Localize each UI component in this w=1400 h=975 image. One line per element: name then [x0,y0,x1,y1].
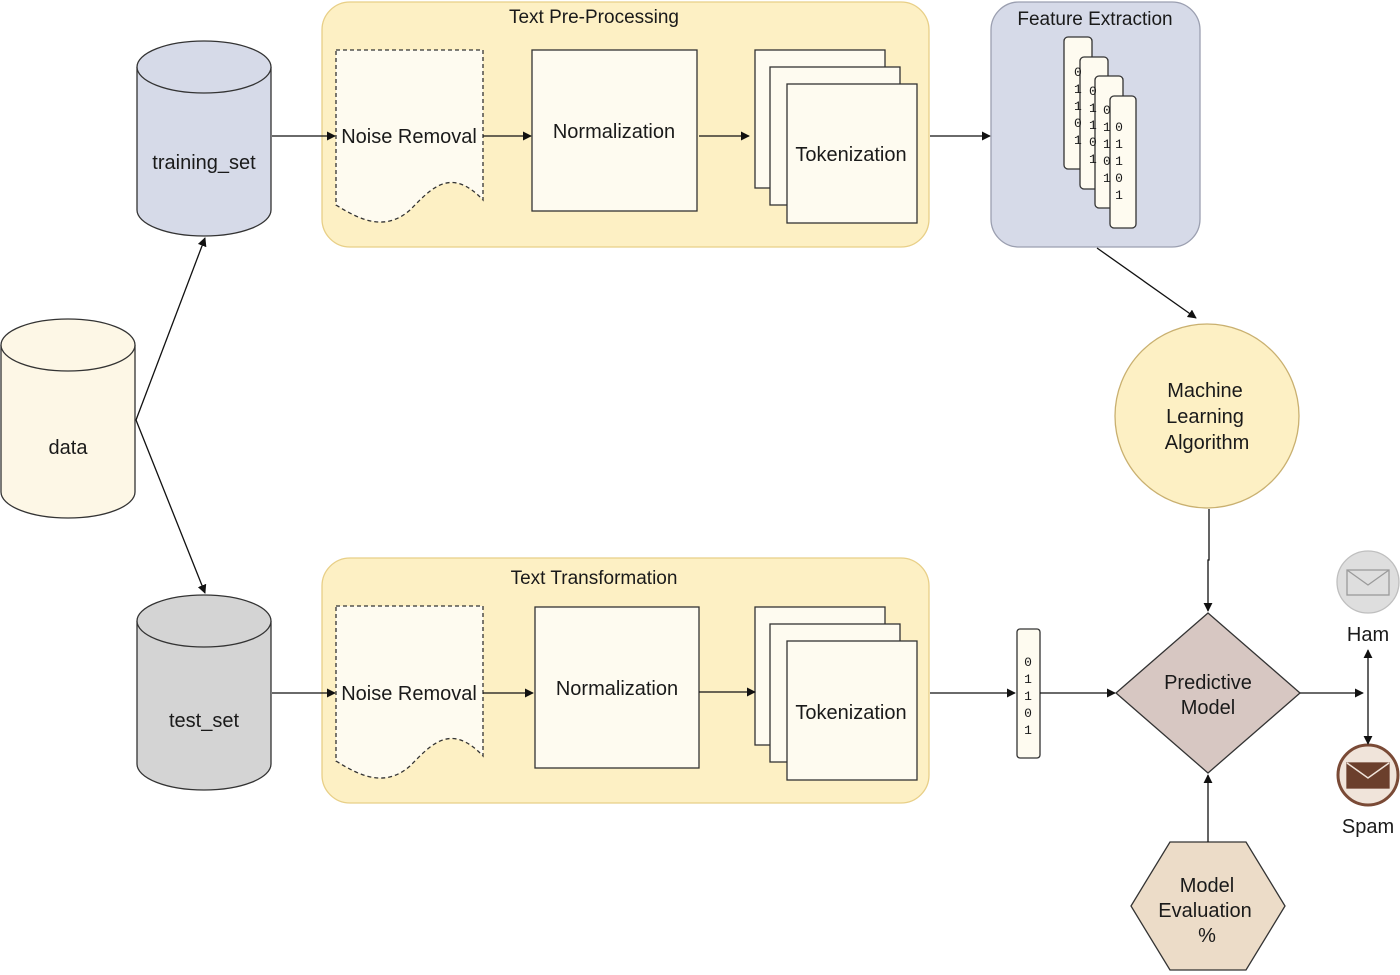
test-set-cylinder: test_set [136,594,272,791]
feature-vector-bit: 0 [1089,84,1097,99]
feature-vector-bit: 1 [1074,99,1082,114]
tokenization-top: Tokenization [754,49,918,224]
feature-vector-bit: 1 [1089,152,1097,167]
test-vector-bit: 1 [1024,689,1032,704]
predictive-model-node: Predictive Model [1115,612,1301,774]
tokenization-label: Tokenization [795,144,906,166]
normalization-label: Normalization [553,121,675,143]
tokenization-bottom: Tokenization [754,606,918,781]
noise-removal-top: Noise Removal [335,49,484,223]
feature-vector-bit: 0 [1115,120,1123,135]
feature-vector-bit: 1 [1103,171,1111,186]
normalization-top: Normalization [531,49,698,212]
test-vector-bit: 0 [1024,706,1032,721]
test-vector-icon: 0 1 1 0 1 [1016,628,1041,759]
feature-vector-bit: 0 [1103,154,1111,169]
envelope-icon [1346,569,1390,596]
feature-vector-bit: 0 [1103,103,1111,118]
ml-algorithm-label-line3: Algorithm [1165,432,1249,454]
training-set-cylinder: training_set [136,40,272,237]
ml-algorithm-label-line1: Machine [1167,380,1243,402]
ml-algorithm-label-line2: Learning [1166,406,1244,428]
noise-removal-bottom: Noise Removal [335,605,484,779]
feature-vector-bit: 1 [1103,120,1111,135]
model-evaluation-label-line1: Model [1180,875,1234,897]
tokenization-label: Tokenization [795,702,906,724]
feature-vector-bit: 0 [1074,65,1082,80]
feature-vector-bit: 0 [1115,171,1123,186]
feature-vector-bit: 1 [1089,101,1097,116]
arrow-data-to-training [135,237,207,421]
noise-removal-label: Noise Removal [341,683,477,705]
feature-vector-bit: 1 [1103,137,1111,152]
feature-vector-bit: 1 [1089,118,1097,133]
arrow-ml-to-predictive [1203,509,1213,612]
envelope-icon [1346,762,1390,789]
data-cylinder: data [0,318,136,519]
test-set-label: test_set [169,710,239,732]
model-evaluation-node: Model Evaluation % [1130,841,1286,971]
feature-vector-bit: 1 [1115,154,1123,169]
noise-removal-label: Noise Removal [341,126,477,148]
feature-vector-bit: 1 [1115,188,1123,203]
feature-vector-bit: 0 [1089,135,1097,150]
predictive-model-label-line1: Predictive [1164,672,1252,694]
feature-extraction-title: Feature Extraction [1017,9,1172,30]
model-evaluation-label-line2: Evaluation [1158,900,1251,922]
test-vector-bit: 1 [1024,672,1032,687]
normalization-bottom: Normalization [534,606,700,769]
arrow-data-to-test [135,419,207,594]
test-vector-bit: 0 [1024,655,1032,670]
spam-node: Spam [1336,743,1400,838]
feature-vectors-icon: 0 1 1 0 1 0 1 1 0 1 0 1 1 0 1 0 1 1 0 1 [1063,36,1137,229]
feature-vector-bit: 0 [1074,116,1082,131]
connectors [135,131,1373,842]
test-vector-bit: 1 [1024,723,1032,738]
spam-label: Spam [1342,816,1394,838]
feature-vector-bit: 1 [1074,133,1082,148]
arrow-features-to-ml [1096,247,1197,319]
ham-node: Ham [1336,550,1400,646]
ham-label: Ham [1347,624,1389,646]
feature-vector-bit: 1 [1115,137,1123,152]
normalization-label: Normalization [556,678,678,700]
data-label: data [49,437,89,459]
feature-vector-bit: 1 [1074,82,1082,97]
model-evaluation-label-line3: % [1198,925,1216,947]
predictive-model-label-line2: Model [1181,697,1235,719]
ml-algorithm-node: Machine Learning Algorithm [1114,323,1300,509]
text-transformation-title: Text Transformation [511,568,678,589]
training-set-label: training_set [152,152,256,174]
text-preprocessing-title: Text Pre-Processing [509,7,679,28]
